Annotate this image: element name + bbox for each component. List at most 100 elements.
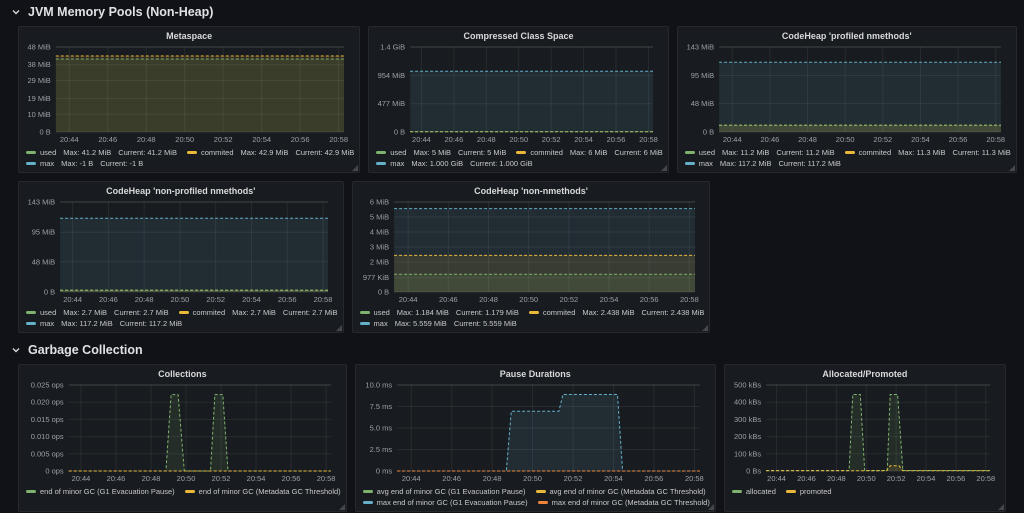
svg-text:20:54: 20:54 (911, 135, 930, 144)
series-g1-evacuation-pause-line[interactable] (68, 394, 331, 472)
svg-text:100 kBs: 100 kBs (734, 449, 761, 458)
panel-title[interactable]: CodeHeap 'profiled nmethods' (781, 31, 912, 41)
legend-item-commited[interactable]: commited Max: 2.438 MiB Current: 2.438 MiB (528, 307, 704, 318)
legend-item-max[interactable]: max Max: 117.2 MiB Current: 117.2 MiB (684, 158, 841, 169)
grid-lines (60, 201, 328, 293)
legend-item-allocated[interactable]: allocated (731, 486, 776, 497)
panel-title[interactable]: Metaspace (166, 31, 213, 41)
y-axis-labels: 0 B 977 KiB 2 MiB 3 MiB 4 MiB 5 MiB 6 MiB (362, 198, 388, 297)
chart-legend: used Max: 1.184 MiB Current: 1.179 MiB comm… (358, 305, 704, 330)
chart-plot[interactable]: 0 B 48 MiB 95 MiB 143 MiB 20:44 20:46 20:48 20:… (683, 43, 1011, 145)
legend-item-max-end-of-minor-gc-metadata-gc-threshold[interactable]: max end of minor GC (Metadata GC Thresho… (537, 497, 710, 508)
legend-max-stat: Max: 5.559 MiB (394, 319, 447, 328)
legend-row: max end of minor GC (G1 Evacuation Pause… (362, 497, 710, 508)
legend-series-name: allocated (745, 487, 776, 496)
chart-plot[interactable]: 0 B 977 KiB 2 MiB 3 MiB 4 MiB 5 MiB 6 MiB 20:44… (358, 198, 705, 305)
legend-series-name: max (390, 159, 405, 168)
legend-swatch-icon (359, 322, 370, 325)
legend-swatch-icon (731, 490, 742, 493)
svg-text:20:48: 20:48 (798, 135, 817, 144)
panel-title[interactable]: Compressed Class Space (463, 31, 574, 41)
panel-title[interactable]: CodeHeap 'non-profiled nmethods' (106, 186, 256, 196)
x-axis-labels: 20:44 20:46 20:48 20:50 20:52 20:54 20:56 20:58 (723, 135, 1005, 144)
svg-text:20:54: 20:54 (252, 135, 271, 144)
legend-item-max[interactable]: max Max: 117.2 MiB Current: 117.2 MiB (26, 318, 182, 329)
panel-resize-handle[interactable] (702, 325, 709, 331)
svg-text:20:52: 20:52 (212, 474, 231, 483)
svg-text:20:52: 20:52 (559, 295, 578, 304)
legend-item-end-of-minor-gc-metadata-gc-threshold[interactable]: end of minor GC (Metadata GC Threshold) (184, 486, 341, 497)
legend-item-used[interactable]: used Max: 1.184 MiB Current: 1.179 MiB (359, 307, 519, 318)
section-header-jvm-memory-pools-non-heap[interactable]: JVM Memory Pools (Non-Heap) (10, 4, 1006, 20)
legend-item-max[interactable]: max Max: 5.559 MiB Current: 5.559 MiB (359, 318, 517, 329)
svg-text:300 kBs: 300 kBs (734, 415, 761, 424)
legend-item-max[interactable]: max Max: 1.000 GiB Current: 1.000 GiB (376, 158, 533, 169)
svg-text:200 kBs: 200 kBs (734, 432, 761, 441)
legend-item-used[interactable]: used Max: 5 MiB Current: 5 MiB (376, 147, 506, 158)
svg-text:20:54: 20:54 (574, 135, 593, 144)
panel-title[interactable]: Allocated/Promoted (822, 369, 908, 379)
svg-text:20:56: 20:56 (644, 474, 663, 483)
series-promoted-line[interactable] (765, 465, 990, 472)
legend-item-max[interactable]: max Max: -1 B Current: -1 B (26, 158, 143, 169)
y-axis-labels: 0 Bs 100 kBs 200 kBs 300 kBs 400 kBs 500 kBs (734, 381, 761, 476)
svg-text:95 MiB: 95 MiB (32, 228, 55, 237)
legend-item-avg-end-of-minor-gc-g1-evacuation-pause[interactable]: avg end of minor GC (G1 Evacuation Pause… (362, 486, 526, 497)
series-max-g1-evacuation-pause-line[interactable] (396, 394, 700, 472)
series-max-fill (410, 71, 654, 132)
legend-item-end-of-minor-gc-g1-evacuation-pause[interactable]: end of minor GC (G1 Evacuation Pause) (26, 486, 175, 497)
panel-resize-handle[interactable] (998, 504, 1004, 510)
panel-resize-handle[interactable] (660, 165, 667, 171)
panel-resize-handle[interactable] (707, 504, 714, 510)
section-garbage-collection: Garbage Collection Collections 0 ops 0.00… (12, 342, 1006, 512)
legend-item-used[interactable]: used Max: 11.2 MiB Current: 11.2 MiB (684, 147, 835, 158)
svg-text:20:48: 20:48 (142, 474, 161, 483)
legend-row: used Max: 1.184 MiB Current: 1.179 MiB comm… (359, 307, 704, 318)
legend-item-used[interactable]: used Max: 41.2 MiB Current: 41.2 MiB (26, 147, 177, 158)
legend-item-avg-end-of-minor-gc-metadata-gc-threshold[interactable]: avg end of minor GC (Metadata GC Thresho… (535, 486, 706, 497)
svg-text:20:58: 20:58 (986, 135, 1005, 144)
grid-lines (68, 384, 331, 472)
grid-lines (718, 46, 1001, 133)
legend-item-commited[interactable]: commited Max: 42.9 MiB Current: 42.9 MiB (186, 147, 354, 158)
panel-title[interactable]: Collections (158, 369, 207, 379)
chart-plot[interactable]: 0 B 10 MiB 19 MiB 29 MiB 38 MiB 48 MiB 20:44 20… (24, 43, 354, 145)
legend-current-stat: Current: 11.2 MiB (776, 148, 835, 157)
series-max-fill (393, 208, 695, 292)
chart-plot[interactable]: 0 ops 0.005 ops 0.010 ops 0.015 ops 0.020 op… (24, 381, 341, 484)
svg-text:20:56: 20:56 (946, 474, 965, 483)
legend-item-commited[interactable]: commited Max: 2.7 MiB Current: 2.7 MiB (178, 307, 338, 318)
legend-item-commited[interactable]: commited Max: 6 MiB Current: 6 MiB (516, 147, 663, 158)
legend-row: end of minor GC (G1 Evacuation Pause) end… (26, 486, 341, 497)
svg-text:20:48: 20:48 (479, 295, 498, 304)
chart-plot[interactable]: 0 B 477 MiB 954 MiB 1.4 GiB 20:44 20:46 20:48 2… (374, 43, 663, 145)
svg-text:20:48: 20:48 (137, 135, 156, 144)
panel-collections: Collections 0 ops 0.005 ops 0.010 ops 0.015… (18, 364, 347, 512)
svg-text:20:54: 20:54 (242, 295, 261, 304)
panel-resize-handle[interactable] (335, 325, 342, 331)
series-allocated-line[interactable] (765, 394, 990, 471)
chart-plot[interactable]: 0 B 48 MiB 95 MiB 143 MiB 20:44 20:46 20:48 20:… (24, 198, 338, 305)
x-axis-labels: 20:44 20:46 20:48 20:50 20:52 20:54 20:56 20:58 (72, 474, 336, 483)
legend-item-commited[interactable]: commited Max: 11.3 MiB Current: 11.3 MiB (844, 147, 1011, 158)
panel-title[interactable]: Pause Durations (499, 369, 571, 379)
chart-plot[interactable]: 0 ms 2.5 ms 5.0 ms 7.5 ms 10.0 ms 20:44 20:46 2… (361, 381, 710, 484)
chart-plot[interactable]: 0 Bs 100 kBs 200 kBs 300 kBs 400 kBs 500 kBs 2… (730, 381, 1000, 484)
section-header-garbage-collection[interactable]: Garbage Collection (10, 342, 1006, 358)
panel-resize-handle[interactable] (338, 504, 345, 510)
panel-title[interactable]: CodeHeap 'non-nmethods' (474, 186, 588, 196)
panel-resize-handle[interactable] (352, 165, 359, 171)
chart-svg: 0 B 977 KiB 2 MiB 3 MiB 4 MiB 5 MiB 6 MiB 20:44… (362, 198, 698, 304)
svg-text:20:54: 20:54 (916, 474, 935, 483)
legend-max-stat: Max: 117.2 MiB (61, 319, 113, 328)
legend-swatch-icon (26, 151, 36, 154)
legend-item-used[interactable]: used Max: 2.7 MiB Current: 2.7 MiB (26, 307, 169, 318)
panel-row: CodeHeap 'non-profiled nmethods' 0 B 48 M… (18, 181, 1006, 333)
svg-text:977 KiB: 977 KiB (362, 273, 388, 282)
legend-item-max-end-of-minor-gc-g1-evacuation-pause[interactable]: max end of minor GC (G1 Evacuation Pause… (362, 497, 528, 508)
legend-item-promoted[interactable]: promoted (785, 486, 832, 497)
svg-text:10 MiB: 10 MiB (27, 110, 50, 119)
panel-resize-handle[interactable] (1008, 165, 1015, 171)
svg-text:20:58: 20:58 (685, 474, 704, 483)
